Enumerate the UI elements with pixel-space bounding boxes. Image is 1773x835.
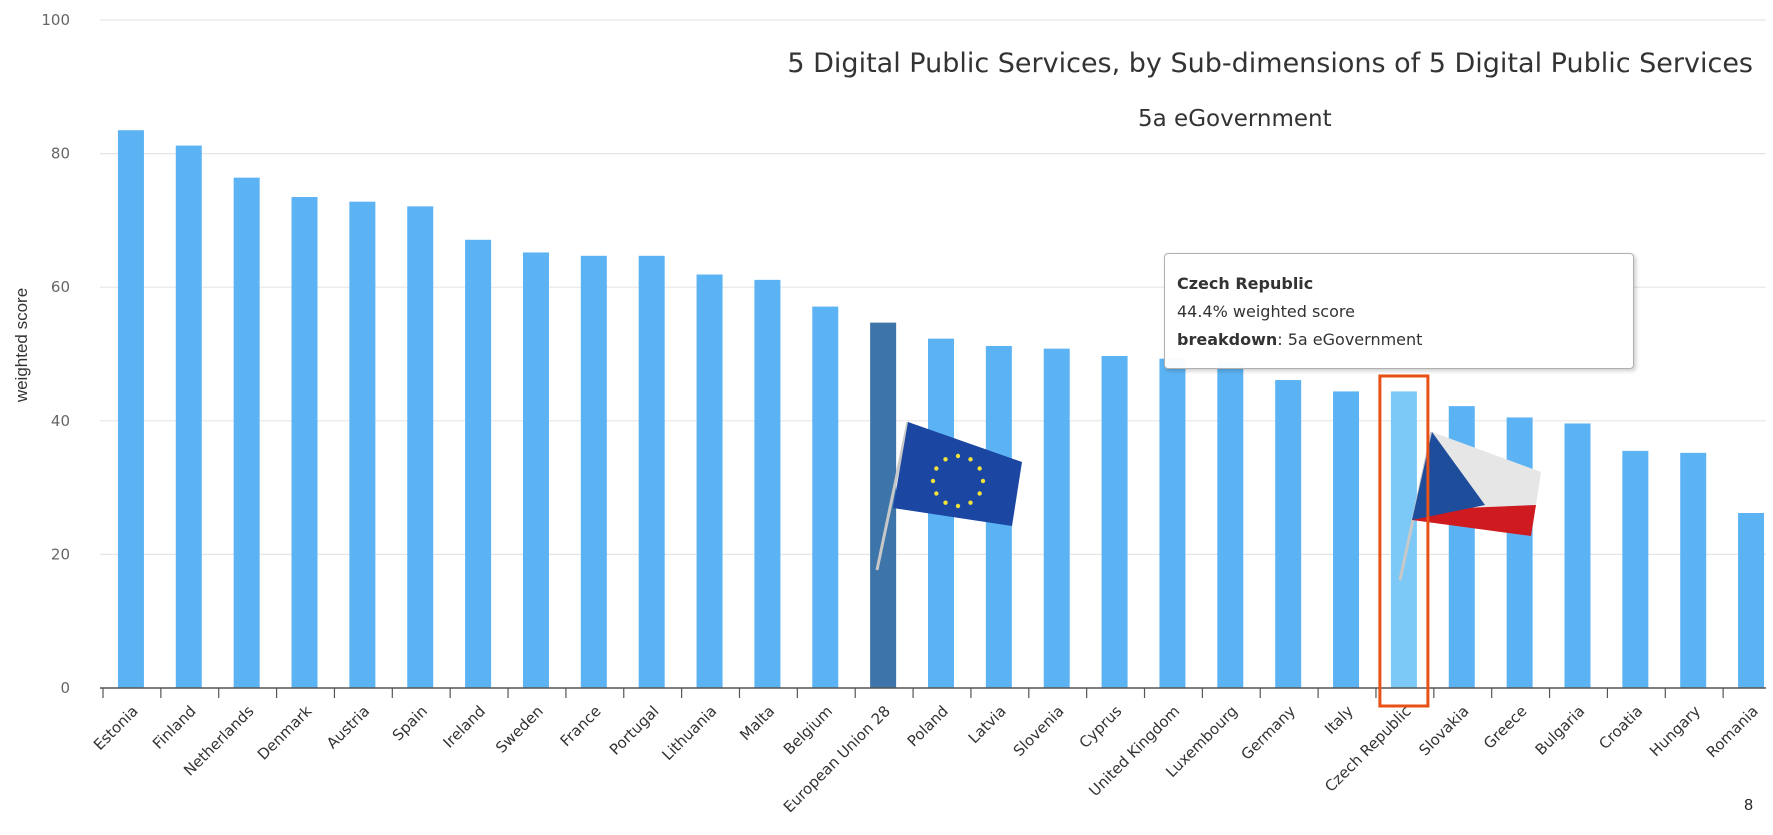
bar[interactable] bbox=[696, 274, 723, 688]
y-tick-label: 0 bbox=[60, 679, 70, 697]
tooltip-breakdown-label: breakdown bbox=[1177, 330, 1278, 349]
x-tick-label: Slovakia bbox=[1415, 702, 1472, 759]
x-tick-label: Lithuania bbox=[659, 702, 721, 764]
x-tick-label: Finland bbox=[149, 702, 200, 753]
bar[interactable] bbox=[1506, 417, 1533, 688]
y-tick-labels: 0 20 40 60 80 100 bbox=[41, 11, 70, 697]
y-tick-label: 40 bbox=[51, 412, 70, 430]
x-tick-label: Bulgaria bbox=[1532, 702, 1589, 759]
eu-flag-icon bbox=[875, 421, 1022, 571]
x-tick-label: Slovenia bbox=[1010, 702, 1068, 760]
x-tick-label: Cyprus bbox=[1076, 702, 1126, 752]
bars bbox=[117, 130, 1765, 689]
chart-subtitle: 5a eGovernment bbox=[1138, 106, 1332, 132]
bar[interactable] bbox=[580, 255, 607, 688]
x-tick-label: Portugal bbox=[606, 702, 663, 759]
bar[interactable] bbox=[1390, 391, 1417, 688]
x-tick-label: Ireland bbox=[440, 702, 489, 751]
x-tick-label: Estonia bbox=[90, 702, 142, 754]
flag-decorations bbox=[875, 421, 1541, 581]
x-tick-label: Sweden bbox=[492, 702, 547, 757]
bar[interactable] bbox=[1738, 512, 1765, 688]
x-tick-label: Hungary bbox=[1646, 702, 1704, 760]
bar[interactable] bbox=[1043, 348, 1070, 688]
bar[interactable] bbox=[870, 322, 897, 688]
bar[interactable] bbox=[1275, 380, 1302, 688]
x-tick-label: Denmark bbox=[254, 702, 316, 764]
bar[interactable] bbox=[407, 206, 434, 688]
x-tick-label: Germany bbox=[1238, 702, 1300, 764]
x-tick-label: Belgium bbox=[780, 702, 836, 758]
bar[interactable] bbox=[117, 130, 144, 689]
bar[interactable] bbox=[1680, 452, 1707, 688]
bar[interactable] bbox=[175, 145, 202, 689]
x-tick-label: Austria bbox=[323, 702, 373, 752]
chart-title: 5 Digital Public Services, by Sub-dimens… bbox=[787, 48, 1753, 79]
page-number: 8 bbox=[1744, 797, 1753, 814]
tooltip-country: Czech Republic bbox=[1177, 274, 1314, 293]
bar[interactable] bbox=[349, 201, 376, 689]
bar[interactable] bbox=[638, 255, 665, 688]
bar[interactable] bbox=[291, 197, 318, 688]
bar[interactable] bbox=[233, 177, 260, 688]
x-tick-label: European Union 28 bbox=[780, 702, 894, 816]
x-tick-label: Greece bbox=[1480, 702, 1530, 752]
x-tick-label: Latvia bbox=[965, 702, 1010, 747]
highlight-box bbox=[1378, 374, 1430, 708]
bar[interactable] bbox=[522, 252, 549, 689]
x-tick-label: Romania bbox=[1703, 702, 1762, 761]
bar[interactable] bbox=[1564, 423, 1591, 688]
bar[interactable] bbox=[465, 239, 492, 688]
x-tick-label: Poland bbox=[904, 702, 952, 750]
bar[interactable] bbox=[1101, 356, 1128, 688]
y-tick-label: 100 bbox=[41, 11, 70, 29]
x-tick-label: France bbox=[557, 702, 605, 750]
bar[interactable] bbox=[1622, 450, 1649, 688]
x-tick-label: Croatia bbox=[1595, 702, 1646, 753]
x-tick-label: Spain bbox=[389, 702, 431, 744]
y-tick-label: 20 bbox=[51, 545, 70, 563]
y-axis-title: weighted score bbox=[12, 287, 31, 403]
tooltip-breakdown-value: : 5a eGovernment bbox=[1277, 330, 1423, 349]
x-tick-label: Malta bbox=[736, 702, 778, 744]
bar[interactable] bbox=[1217, 362, 1244, 688]
bar[interactable] bbox=[754, 279, 781, 688]
bar[interactable] bbox=[1159, 358, 1186, 688]
tooltip-value: 44.4% weighted score bbox=[1177, 302, 1355, 321]
y-tick-label: 80 bbox=[51, 145, 70, 163]
x-axis bbox=[100, 687, 1766, 698]
x-tick-label: Italy bbox=[1321, 702, 1357, 738]
grid-lines bbox=[100, 19, 1766, 556]
bar[interactable] bbox=[812, 306, 839, 688]
tooltip: Czech Republic 44.4% weighted score brea… bbox=[1164, 253, 1634, 369]
czech-flag-icon bbox=[1398, 431, 1541, 581]
bar[interactable] bbox=[1333, 391, 1360, 688]
y-tick-label: 60 bbox=[51, 278, 70, 296]
